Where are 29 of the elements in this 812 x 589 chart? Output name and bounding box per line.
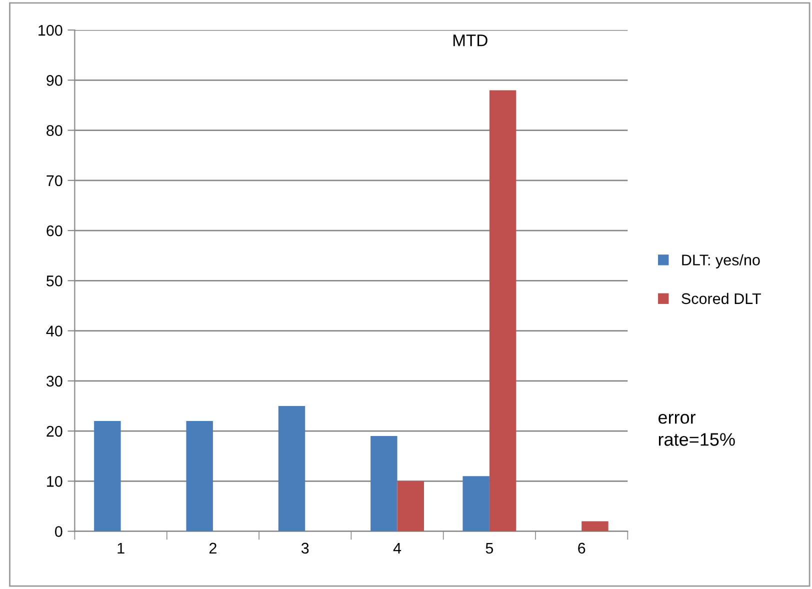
y-tick-label: 10 bbox=[47, 476, 62, 487]
bar bbox=[370, 436, 398, 532]
y-tick-label: 0 bbox=[55, 526, 62, 537]
y-tick-label: 50 bbox=[46, 276, 62, 286]
text: error rate=15% bbox=[658, 414, 735, 446]
x-tick-label: 4 bbox=[393, 542, 402, 554]
x-tick-label: 6 bbox=[578, 542, 586, 554]
bar bbox=[186, 421, 213, 532]
y-tick-label: 70 bbox=[46, 175, 62, 186]
x-tick-label: 3 bbox=[301, 542, 309, 554]
legend-label: Scored DLT bbox=[682, 292, 761, 304]
y-tick-label: 40 bbox=[46, 326, 62, 336]
bar bbox=[94, 421, 121, 532]
bar bbox=[489, 90, 516, 532]
y-tick-label: 80 bbox=[46, 125, 62, 136]
bar bbox=[397, 481, 424, 532]
bar bbox=[582, 521, 608, 532]
x-tick-label: 5 bbox=[486, 542, 494, 554]
legend-label: DLT: yes/no bbox=[682, 254, 760, 268]
y-tick-label: 20 bbox=[46, 426, 62, 437]
bar bbox=[278, 406, 306, 532]
y-tick-label: 30 bbox=[46, 376, 62, 387]
bar bbox=[462, 476, 490, 532]
annotation: MTD bbox=[453, 34, 488, 46]
x-tick-label: 1 bbox=[118, 542, 124, 554]
y-tick-label: 100 bbox=[38, 24, 62, 36]
y-tick-label: 90 bbox=[46, 75, 62, 86]
x-tick-label: 2 bbox=[209, 542, 216, 554]
y-tick-label: 60 bbox=[46, 225, 62, 236]
